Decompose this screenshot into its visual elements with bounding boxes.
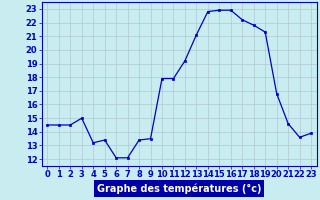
X-axis label: Graphe des températures (°c): Graphe des températures (°c) [97,183,261,194]
